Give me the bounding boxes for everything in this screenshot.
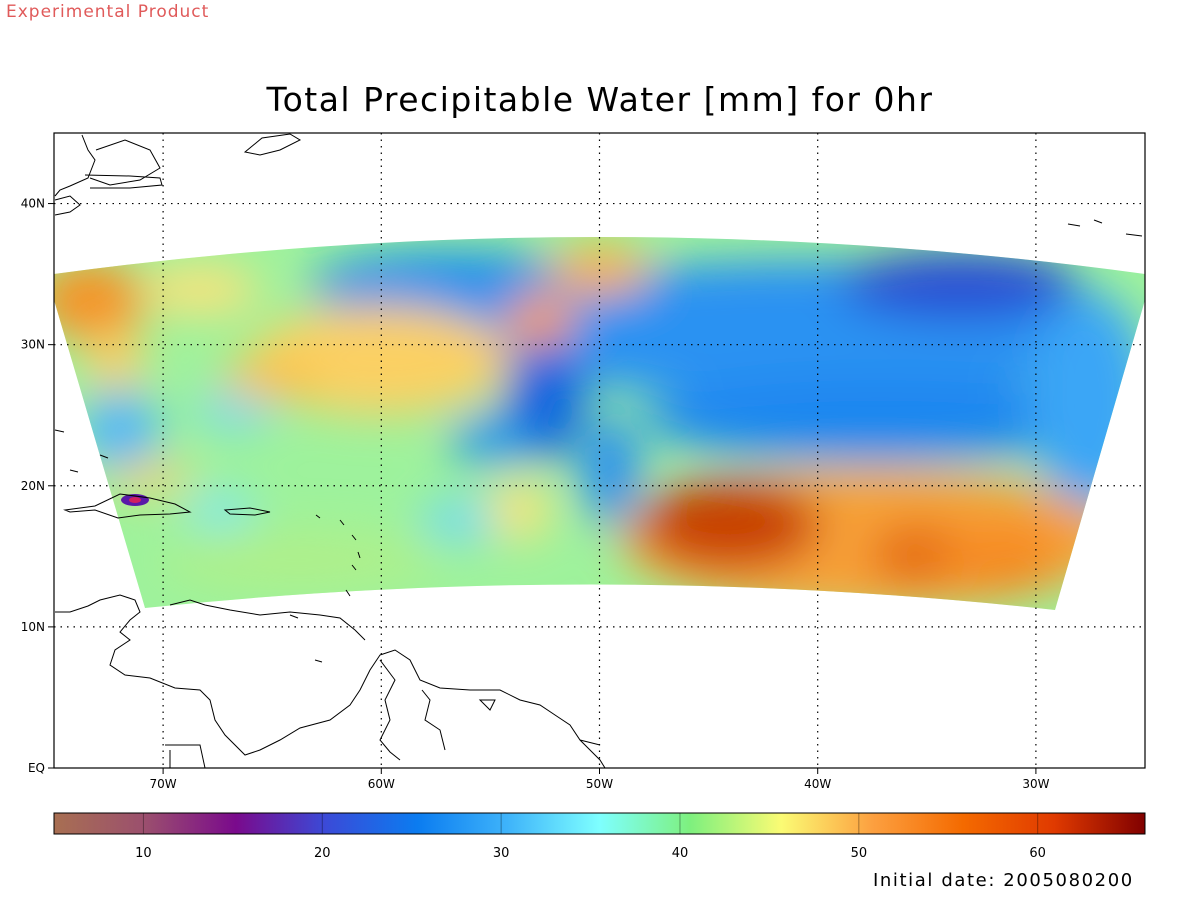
lat-tick-label: 20N <box>21 479 45 493</box>
colorbar-tick-label: 50 <box>851 846 868 861</box>
coastlines <box>54 133 1143 768</box>
lon-tick-label: 50W <box>586 777 613 791</box>
map-title: Total Precipitable Water [mm] for 0hr <box>266 80 934 119</box>
colorbar-tick-label: 10 <box>135 846 152 861</box>
colorbar-tick-label: 40 <box>672 846 689 861</box>
colorbar-ticks: 10 20 30 40 50 60 <box>135 813 1046 861</box>
colorbar-ramp <box>53 812 1146 835</box>
lon-tick-label: 30W <box>1022 777 1049 791</box>
precipitable-water-swath <box>54 237 1145 610</box>
colorbar-tick-label: 30 <box>493 846 510 861</box>
initial-date: Initial date: 2005080200 <box>873 870 1134 891</box>
lat-tick-label: EQ <box>28 761 45 775</box>
latitude-axis: EQ 10N 20N 30N 40N <box>21 197 54 775</box>
experimental-product-label: Experimental Product <box>6 2 210 22</box>
longitude-axis: 70W 60W 50W 40W 30W <box>150 768 1050 791</box>
lat-tick-label: 40N <box>21 197 45 211</box>
colorbar: 10 20 30 40 50 60 <box>53 812 1146 861</box>
lon-tick-label: 60W <box>368 777 395 791</box>
colorbar-tick-label: 60 <box>1029 846 1046 861</box>
lon-tick-label: 70W <box>150 777 177 791</box>
lat-tick-label: 10N <box>21 620 45 634</box>
lon-tick-label: 40W <box>804 777 831 791</box>
colorbar-tick-label: 20 <box>314 846 331 861</box>
lat-tick-label: 30N <box>21 338 45 352</box>
